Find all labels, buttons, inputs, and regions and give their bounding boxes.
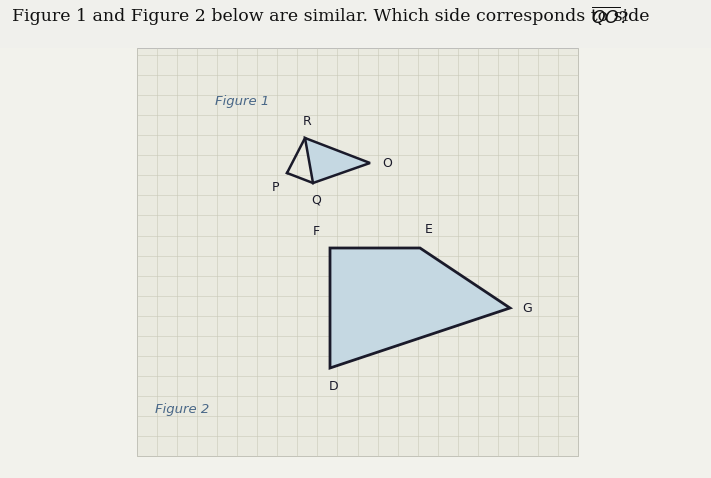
Text: Figure 1: Figure 1 (215, 95, 269, 108)
Polygon shape (330, 248, 510, 368)
Bar (0, 0, 711, 48)
Text: Q: Q (311, 193, 321, 206)
Text: G: G (522, 302, 532, 315)
Text: Figure 2: Figure 2 (155, 403, 209, 416)
Text: D: D (329, 380, 339, 393)
Text: Figure 1 and Figure 2 below are similar. Which side corresponds to side: Figure 1 and Figure 2 below are similar.… (12, 8, 655, 24)
Text: E: E (425, 223, 433, 236)
Bar (137, 48, 578, 456)
Text: $\overline{QO}$?: $\overline{QO}$? (591, 5, 629, 27)
Text: F: F (313, 225, 320, 238)
Text: R: R (303, 115, 311, 128)
Text: P: P (272, 181, 279, 194)
Text: O: O (382, 156, 392, 170)
Polygon shape (305, 138, 370, 183)
